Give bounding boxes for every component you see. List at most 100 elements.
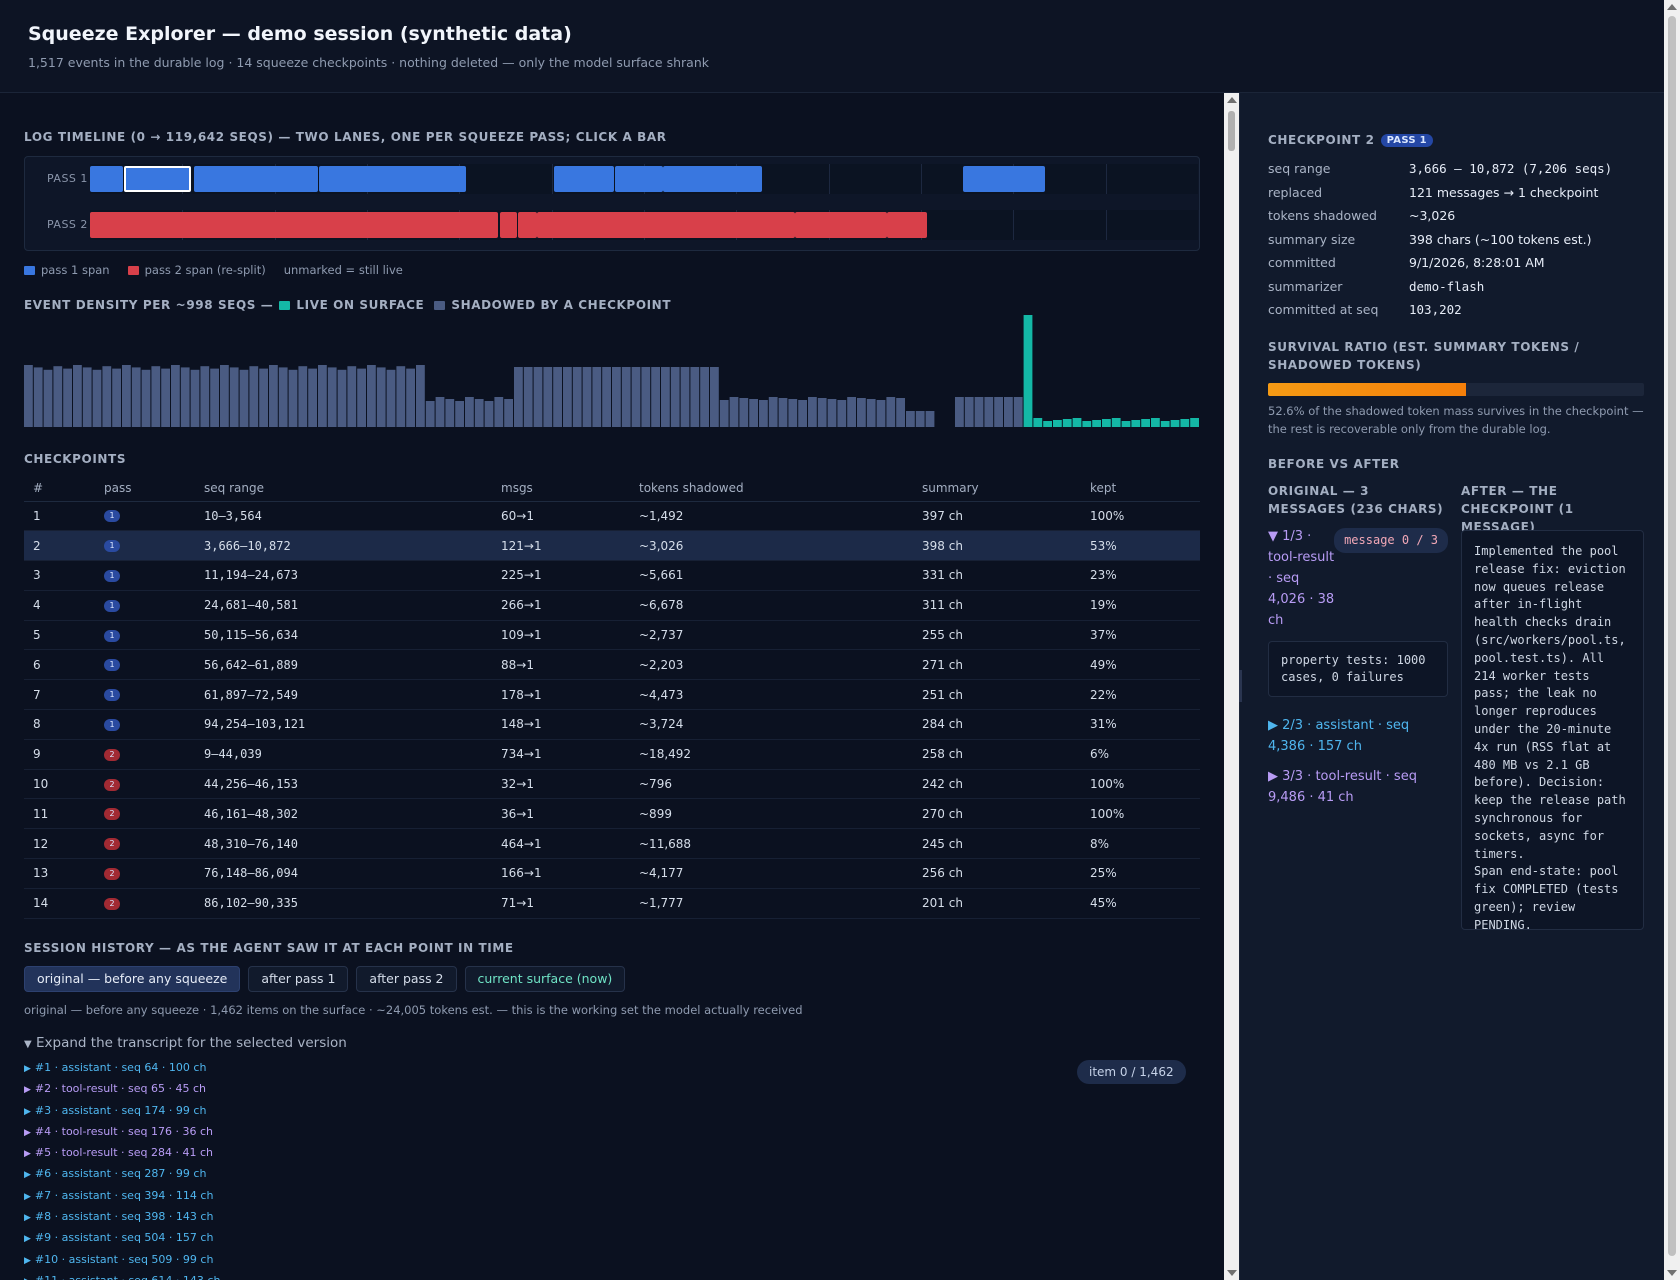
timeline-bar-checkpoint-10[interactable]	[499, 212, 518, 238]
original-message-toggle[interactable]: ▶ 3/3 · tool-result · seq 9,486 · 41 ch	[1268, 766, 1448, 808]
transcript-expand-toggle[interactable]: ▼ Expand the transcript for the selected…	[24, 1035, 347, 1051]
checkpoint-title: CHECKPOINT 2 PASS 1	[1268, 133, 1433, 147]
cell-msgs: 464→1	[492, 828, 630, 860]
scroll-down-icon[interactable]	[1227, 1270, 1237, 1276]
density-bar	[278, 367, 288, 427]
main-scrollbar[interactable]	[1224, 93, 1239, 1280]
table-row[interactable]: 6 1 56,642–61,889 88→1 ~2,203 271 ch 49%	[24, 649, 1200, 681]
transcript-item-label: #6 · assistant · seq 287 · 99 ch	[34, 1167, 207, 1181]
cell-kept: 49%	[1081, 649, 1200, 681]
checkpoint-details: seq range 3,666 – 10,872 (7,206 seqs) repl…	[1268, 157, 1648, 322]
checkpoints-heading: CHECKPOINTS	[24, 452, 127, 466]
transcript-item[interactable]: ▶ #8 · assistant · seq 398 · 143 ch	[24, 1210, 220, 1231]
timeline-bar-checkpoint-4[interactable]	[318, 166, 466, 192]
page-scrollbar[interactable]	[1664, 0, 1680, 1280]
table-row[interactable]: 1 1 10–3,564 60→1 ~1,492 397 ch 100%	[24, 501, 1200, 532]
version-info: original — before any squeeze · 1,462 it…	[24, 1003, 803, 1017]
legend-pass-1: pass 1 span	[41, 263, 110, 277]
transcript-item[interactable]: ▶ #2 · tool-result · seq 65 · 45 ch	[24, 1082, 220, 1103]
cell-pass: 1	[95, 709, 195, 740]
density-bar	[445, 399, 455, 427]
original-message-toggle[interactable]: ▼ 1/3 · tool-result · seq 4,026 · 38 ch m…	[1268, 526, 1448, 631]
transcript-item[interactable]: ▶ #6 · assistant · seq 287 · 99 ch	[24, 1167, 220, 1188]
expand-arrow-icon: ▶	[24, 1106, 31, 1117]
original-message-toggle[interactable]: ▶ 2/3 · assistant · seq 4,386 · 157 ch	[1268, 715, 1448, 757]
density-bar	[1092, 420, 1101, 427]
scroll-up-icon[interactable]	[1227, 97, 1237, 103]
legend-unmarked: unmarked = still live	[283, 263, 403, 277]
timeline-bar-checkpoint-5[interactable]	[554, 166, 615, 192]
detail-row: summary size 398 chars (~100 tokens est.)	[1268, 228, 1648, 252]
timeline-bar-checkpoint-12[interactable]	[537, 212, 796, 238]
transcript-item-label: #10 · assistant · seq 509 · 99 ch	[34, 1252, 214, 1266]
density-bar	[847, 397, 856, 427]
table-row[interactable]: 2 1 3,666–10,872 121→1 ~3,026 398 ch 53%	[24, 530, 1200, 562]
transcript-item-label: #2 · tool-result · seq 65 · 45 ch	[34, 1082, 207, 1096]
density-bar	[190, 369, 200, 427]
transcript-item[interactable]: ▶ #3 · assistant · seq 174 · 99 ch	[24, 1104, 220, 1125]
timeline-bar-checkpoint-11[interactable]	[517, 212, 538, 238]
page-scroll-down-icon[interactable]	[1667, 1270, 1677, 1276]
table-row[interactable]: 10 2 44,256–46,153 32→1 ~796 242 ch 100%	[24, 769, 1200, 800]
timeline-lane-pass-1	[90, 164, 1198, 194]
density-bar	[1170, 420, 1180, 427]
transcript-item[interactable]: ▶ #7 · assistant · seq 394 · 114 ch	[24, 1189, 220, 1210]
transcript-item[interactable]: ▶ #1 · assistant · seq 64 · 100 ch	[24, 1061, 220, 1082]
detail-value: 398 chars (~100 tokens est.)	[1409, 231, 1592, 247]
density-bar	[690, 367, 700, 427]
table-row[interactable]: 13 2 76,148–86,094 166→1 ~4,177 256 ch 25%	[24, 858, 1200, 889]
transcript-item[interactable]: ▶ #5 · tool-result · seq 284 · 41 ch	[24, 1146, 220, 1167]
transcript-item[interactable]: ▶ #11 · assistant · seq 614 · 143 ch	[24, 1274, 220, 1280]
table-row[interactable]: 8 1 94,254–103,121 148→1 ~3,724 284 ch 31%	[24, 709, 1200, 740]
expand-arrow-icon: ▶	[24, 1127, 31, 1138]
table-row[interactable]: 3 1 11,194–24,673 225→1 ~5,661 331 ch 23%	[24, 560, 1200, 591]
timeline-bar-checkpoint-6[interactable]	[614, 166, 664, 192]
table-row[interactable]: 9 2 9–44,039 734→1 ~18,492 258 ch 6%	[24, 739, 1200, 770]
cell-seq-range: 11,194–24,673	[195, 560, 492, 591]
detail-key: seq range	[1268, 161, 1331, 177]
version-current-button[interactable]: current surface (now)	[464, 966, 626, 992]
density-bar	[308, 368, 317, 427]
checkpoint-title-text: CHECKPOINT 2	[1268, 133, 1375, 147]
version-after-pass-2-button[interactable]: after pass 2	[356, 966, 457, 992]
version-after-pass-1-button[interactable]: after pass 1	[248, 966, 349, 992]
transcript-item[interactable]: ▶ #4 · tool-result · seq 176 · 36 ch	[24, 1125, 220, 1146]
timeline-bar-checkpoint-1[interactable]	[90, 166, 123, 192]
panel-resize-handle[interactable]	[1239, 670, 1242, 702]
density-bar	[474, 399, 484, 427]
lane-label-pass-1: PASS 1	[47, 172, 88, 185]
timeline-bar-checkpoint-7[interactable]	[663, 166, 762, 192]
main-content[interactable]: LOG TIMELINE (0 → 119,642 SEQS) — TWO LA…	[0, 93, 1224, 1280]
version-original-button[interactable]: original — before any squeeze	[24, 966, 241, 992]
timeline-bar-checkpoint-3[interactable]	[193, 166, 319, 192]
cell-msgs: 109→1	[492, 620, 630, 651]
cell-pass: 2	[95, 769, 195, 800]
scroll-thumb[interactable]	[1228, 111, 1235, 151]
cell-tokens: ~6,678	[630, 590, 913, 621]
table-row[interactable]: 14 2 86,102–90,335 71→1 ~1,777 201 ch 45%	[24, 888, 1200, 919]
pass-pill: 2	[104, 897, 120, 910]
timeline-bar-checkpoint-8[interactable]	[962, 166, 1045, 192]
table-row[interactable]: 4 1 24,681–40,581 266→1 ~6,678 311 ch 19%	[24, 590, 1200, 621]
page-scroll-thumb[interactable]	[1668, 16, 1676, 1256]
survival-note: 52.6% of the shadowed token mass survive…	[1268, 404, 1644, 436]
table-row[interactable]: 12 2 48,310–76,140 464→1 ~11,688 245 ch 8%	[24, 828, 1200, 860]
timeline-bar-checkpoint-2[interactable]	[124, 166, 191, 192]
table-header-row: # pass seq range msgs tokens shadowed su…	[24, 475, 1200, 502]
density-bar	[200, 366, 210, 427]
density-bar	[1023, 315, 1033, 427]
timeline-bar-checkpoint-9[interactable]	[90, 212, 498, 238]
transcript-item[interactable]: ▶ #9 · assistant · seq 504 · 157 ch	[24, 1231, 220, 1252]
density-bar	[425, 401, 435, 427]
timeline-bar-checkpoint-14[interactable]	[887, 212, 927, 238]
lane-gridline	[1013, 210, 1014, 240]
detail-row: committed at seq 103,202	[1268, 298, 1648, 322]
table-row[interactable]: 5 1 50,115–56,634 109→1 ~2,737 255 ch 37%	[24, 620, 1200, 651]
transcript-item[interactable]: ▶ #10 · assistant · seq 509 · 99 ch	[24, 1253, 220, 1274]
table-row[interactable]: 7 1 61,897–72,549 178→1 ~4,473 251 ch 22%	[24, 679, 1200, 711]
page-scroll-up-icon[interactable]	[1667, 4, 1677, 10]
cell-tokens: ~796	[630, 769, 913, 800]
original-message-head: ▶ 2/3 · assistant · seq 4,386 · 157 ch	[1268, 718, 1410, 754]
timeline-bar-checkpoint-13[interactable]	[795, 212, 888, 238]
table-row[interactable]: 11 2 46,161–48,302 36→1 ~899 270 ch 100%	[24, 798, 1200, 830]
